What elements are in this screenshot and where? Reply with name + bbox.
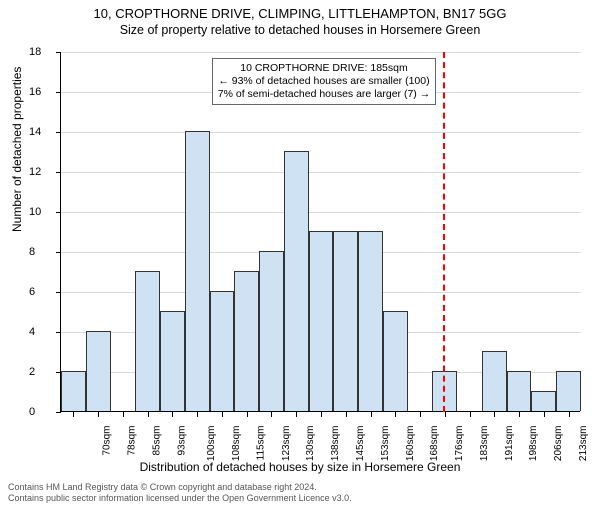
xtick-label: 100sqm bbox=[207, 426, 218, 462]
xtick-mark bbox=[544, 412, 545, 417]
footer-line: Contains HM Land Registry data © Crown c… bbox=[8, 482, 352, 493]
xtick-mark bbox=[296, 412, 297, 417]
xtick-mark bbox=[271, 412, 272, 417]
chart-subtitle: Size of property relative to detached ho… bbox=[0, 23, 600, 37]
ytick-label: 4 bbox=[29, 326, 52, 338]
plot-region: 70sqm78sqm85sqm93sqm100sqm108sqm115sqm12… bbox=[60, 52, 580, 412]
histogram-bar bbox=[556, 371, 581, 411]
xtick-mark bbox=[148, 412, 149, 417]
ytick-label: 10 bbox=[29, 206, 52, 218]
chart-container: 10, CROPTHORNE DRIVE, CLIMPING, LITTLEHA… bbox=[0, 6, 600, 506]
xtick-mark bbox=[222, 412, 223, 417]
xtick-label: 153sqm bbox=[380, 426, 391, 462]
xtick-mark bbox=[172, 412, 173, 417]
xtick-mark bbox=[420, 412, 421, 417]
histogram-bar bbox=[358, 231, 383, 411]
ytick-label: 16 bbox=[29, 86, 52, 98]
xtick-label: 213sqm bbox=[578, 426, 589, 462]
ytick-label: 14 bbox=[29, 126, 52, 138]
xtick-label: 145sqm bbox=[355, 426, 366, 462]
xtick-label: 191sqm bbox=[504, 426, 515, 462]
histogram-bar bbox=[482, 351, 507, 411]
ytick-mark bbox=[56, 412, 61, 413]
xtick-label: 123sqm bbox=[281, 426, 292, 462]
histogram-bar bbox=[135, 271, 160, 411]
gridline bbox=[61, 52, 581, 53]
xtick-label: 160sqm bbox=[405, 426, 416, 462]
histogram-bar bbox=[531, 391, 556, 411]
annotation-line: 10 CROPTHORNE DRIVE: 185sqm bbox=[218, 62, 430, 75]
ytick-label: 8 bbox=[29, 246, 52, 258]
ytick-label: 2 bbox=[29, 366, 52, 378]
histogram-bar bbox=[234, 271, 259, 411]
ytick-label: 6 bbox=[29, 286, 52, 298]
footer-line: Contains public sector information licen… bbox=[8, 493, 352, 504]
xtick-mark bbox=[371, 412, 372, 417]
chart-area: 70sqm78sqm85sqm93sqm100sqm108sqm115sqm12… bbox=[60, 52, 580, 412]
xtick-mark bbox=[321, 412, 322, 417]
xtick-label: 198sqm bbox=[528, 426, 539, 462]
gridline bbox=[61, 212, 581, 213]
xtick-label: 85sqm bbox=[151, 426, 162, 456]
annotation-line: ← 93% of detached houses are smaller (10… bbox=[218, 75, 430, 88]
ytick-mark bbox=[56, 52, 61, 53]
ytick-mark bbox=[56, 332, 61, 333]
xtick-label: 138sqm bbox=[330, 426, 341, 462]
xtick-label: 93sqm bbox=[176, 426, 187, 456]
xtick-mark bbox=[247, 412, 248, 417]
xtick-mark bbox=[569, 412, 570, 417]
footer-attribution: Contains HM Land Registry data © Crown c… bbox=[8, 482, 352, 504]
ytick-label: 12 bbox=[29, 166, 52, 178]
xtick-label: 115sqm bbox=[255, 426, 266, 461]
x-axis-label: Distribution of detached houses by size … bbox=[0, 460, 600, 474]
xtick-label: 206sqm bbox=[553, 426, 564, 462]
xtick-mark bbox=[197, 412, 198, 417]
marker-line bbox=[443, 52, 445, 412]
ytick-mark bbox=[56, 212, 61, 213]
gridline bbox=[61, 172, 581, 173]
xtick-mark bbox=[123, 412, 124, 417]
xtick-mark bbox=[346, 412, 347, 417]
gridline bbox=[61, 132, 581, 133]
ytick-mark bbox=[56, 132, 61, 133]
xtick-label: 176sqm bbox=[454, 426, 465, 462]
marker-annotation: 10 CROPTHORNE DRIVE: 185sqm← 93% of deta… bbox=[212, 58, 436, 105]
histogram-bar bbox=[309, 231, 334, 411]
xtick-label: 108sqm bbox=[231, 426, 242, 462]
histogram-bar bbox=[61, 371, 86, 411]
histogram-bar bbox=[383, 311, 408, 411]
xtick-mark bbox=[494, 412, 495, 417]
ytick-label: 0 bbox=[29, 406, 52, 418]
histogram-bar bbox=[333, 231, 358, 411]
ytick-label: 18 bbox=[29, 46, 52, 58]
ytick-mark bbox=[56, 172, 61, 173]
chart-title: 10, CROPTHORNE DRIVE, CLIMPING, LITTLEHA… bbox=[0, 6, 600, 21]
xtick-label: 130sqm bbox=[306, 426, 317, 462]
ytick-mark bbox=[56, 92, 61, 93]
xtick-label: 70sqm bbox=[102, 426, 113, 456]
histogram-bar bbox=[160, 311, 185, 411]
histogram-bar bbox=[507, 371, 532, 411]
xtick-mark bbox=[470, 412, 471, 417]
histogram-bar bbox=[284, 151, 309, 411]
annotation-line: 7% of semi-detached houses are larger (7… bbox=[218, 88, 430, 101]
ytick-mark bbox=[56, 252, 61, 253]
y-axis-label: Number of detached properties bbox=[10, 67, 24, 232]
xtick-label: 168sqm bbox=[429, 426, 440, 462]
xtick-mark bbox=[73, 412, 74, 417]
xtick-mark bbox=[395, 412, 396, 417]
histogram-bar bbox=[185, 131, 210, 411]
xtick-label: 78sqm bbox=[127, 426, 138, 456]
ytick-mark bbox=[56, 292, 61, 293]
histogram-bar bbox=[210, 291, 235, 411]
xtick-mark bbox=[519, 412, 520, 417]
xtick-label: 183sqm bbox=[479, 426, 490, 462]
xtick-mark bbox=[445, 412, 446, 417]
histogram-bar bbox=[259, 251, 284, 411]
histogram-bar bbox=[86, 331, 111, 411]
xtick-mark bbox=[98, 412, 99, 417]
